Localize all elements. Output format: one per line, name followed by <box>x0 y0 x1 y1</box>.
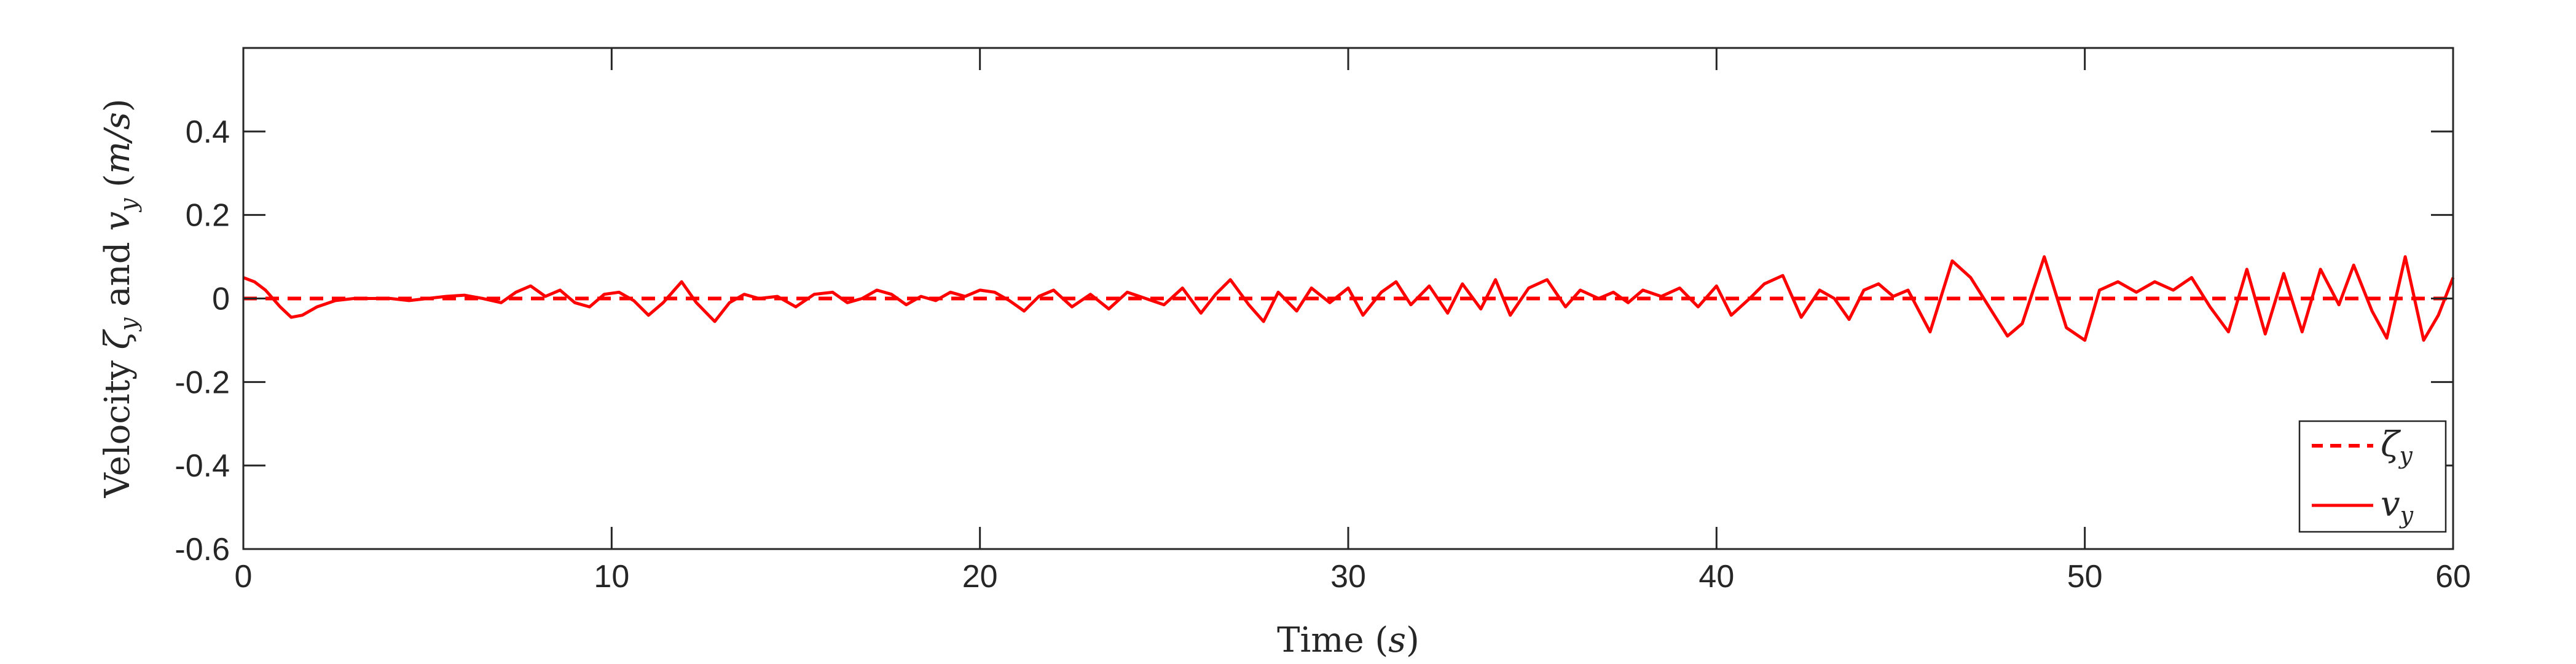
series-layer <box>243 255 2455 342</box>
y-axis-zeta-symbol: ζ <box>98 328 138 349</box>
x-axis-label: Time (s) <box>1277 620 1420 660</box>
y-axis-v-symbol: v <box>98 211 138 231</box>
y-axis-v-subscript: y <box>115 198 142 213</box>
x-tick-label: 30 <box>1330 559 1366 595</box>
x-axis-unit: s <box>1388 620 1406 660</box>
y-axis-unit: (m/s) <box>98 98 138 198</box>
y-axis-label: Velocity ζy and vy (m/s) <box>98 98 142 498</box>
x-tick-label: 60 <box>2435 559 2471 595</box>
legend: ζy vy <box>2298 420 2447 533</box>
x-tick-label: 10 <box>594 559 629 595</box>
y-tick-label: 0 <box>212 282 230 317</box>
legend-label-v-y: vy <box>2381 484 2414 529</box>
y-tick-label: -0.4 <box>175 448 230 484</box>
y-tick-label: -0.6 <box>175 532 230 567</box>
plot-frame <box>242 47 2454 550</box>
x-tick-label: 0 <box>235 559 253 595</box>
plot-area <box>243 48 2453 549</box>
y-tick-label: 0.2 <box>186 198 230 234</box>
y-axis-and-word: and <box>98 231 138 318</box>
x-tick-label: 40 <box>1698 559 1734 595</box>
x-tick-label: 20 <box>962 559 998 595</box>
x-tick-label: 50 <box>2067 559 2103 595</box>
series-line-v-y <box>243 255 2455 342</box>
y-tick-label: -0.2 <box>175 365 230 400</box>
tick-layer: 0 10 20 30 40 50 60 -0.6 -0.4 -0.2 0 0.2 0.4 <box>175 48 2471 595</box>
y-tick-label: 0.4 <box>186 114 230 150</box>
y-axis-zeta-subscript: y <box>115 317 142 332</box>
legend-box <box>2298 420 2447 533</box>
